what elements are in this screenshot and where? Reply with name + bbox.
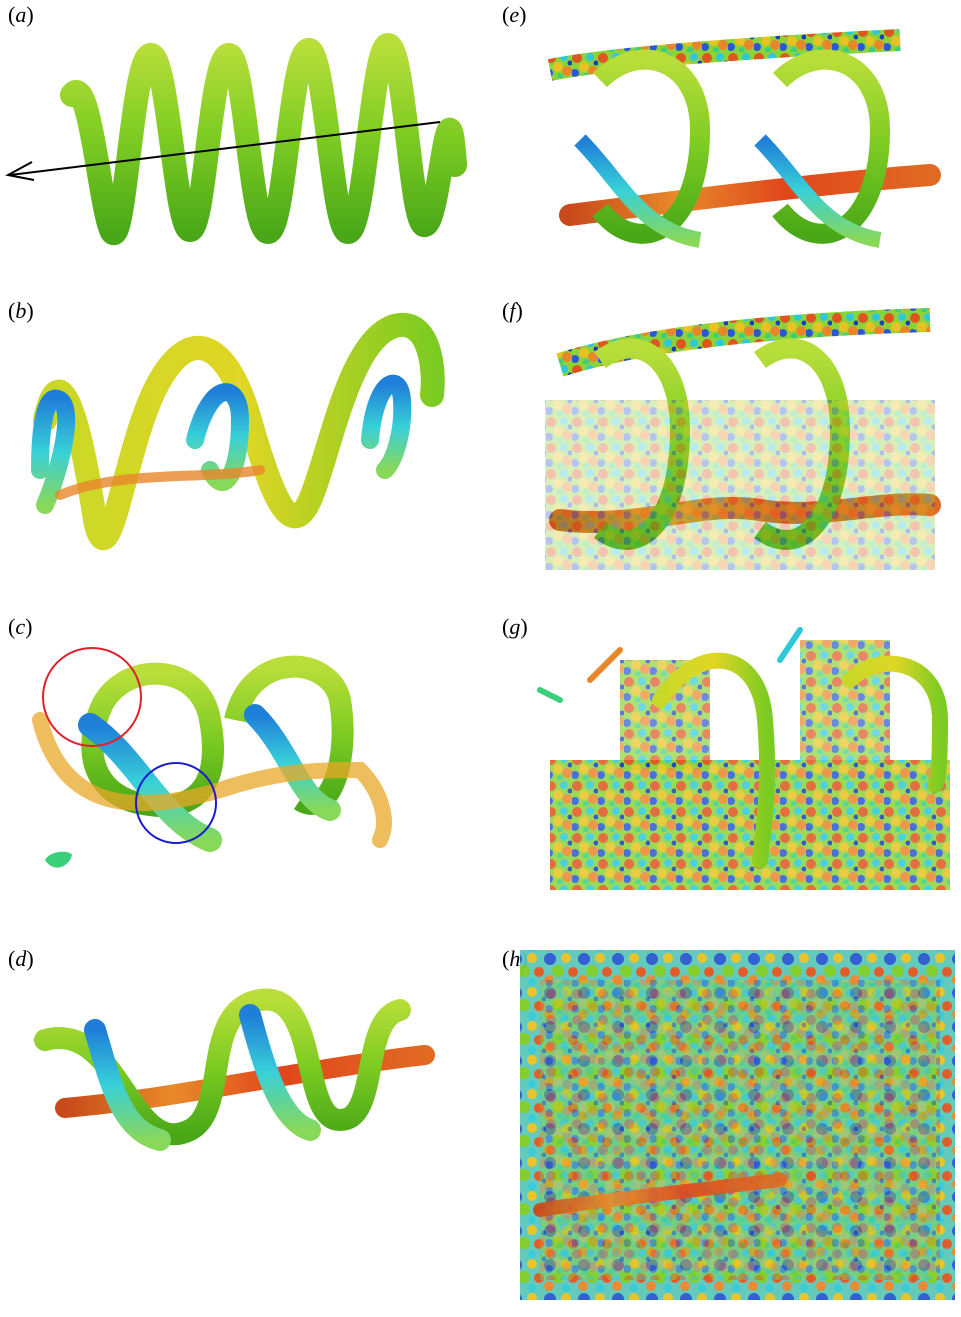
- secondary-vortex: [574, 134, 702, 248]
- panel-d-illustration: [34, 988, 435, 1151]
- secondary-vortex: [754, 134, 882, 248]
- fragment: [45, 851, 72, 868]
- turbulent-band: [556, 308, 931, 377]
- turbulent-cloud: [550, 760, 950, 890]
- secondary-vortex: [78, 713, 222, 852]
- arrow-head-icon: [5, 161, 35, 181]
- panel-f-illustration: [545, 308, 941, 570]
- secondary-vortex: [239, 1004, 321, 1141]
- red-circle-annotation: [42, 647, 142, 747]
- helix-loop: [592, 49, 711, 244]
- secondary-vortex: [361, 374, 412, 479]
- helix-tube: [34, 988, 411, 1146]
- turbulent-cloud: [545, 400, 935, 570]
- panel-a-illustration: [5, 32, 467, 246]
- helix-tube-primary: [33, 313, 445, 551]
- panel-label-g: (g): [502, 614, 528, 639]
- panel-b-illustration: [31, 313, 445, 551]
- panel-h-illustration: [520, 950, 955, 1300]
- turbulent-cloud: [540, 980, 940, 1280]
- fragment: [587, 647, 623, 683]
- central-core: [533, 1173, 787, 1217]
- core-segment: [55, 465, 265, 500]
- panel-label-e: (e): [502, 2, 527, 27]
- helix-loop: [772, 49, 891, 244]
- core-segment: [32, 712, 392, 848]
- panel-label-d: (d): [8, 946, 34, 971]
- panel-label-b: (b): [8, 298, 34, 323]
- helix-tube: [60, 32, 467, 246]
- panel-c-illustration: [32, 647, 392, 868]
- blue-circle-annotation: [135, 762, 217, 844]
- secondary-vortex: [186, 383, 250, 491]
- turbulent-cloud: [620, 660, 710, 770]
- panel-label-f: (f): [502, 298, 523, 323]
- secondary-vortex: [244, 704, 341, 821]
- panel-g-illustration: [537, 627, 950, 890]
- secondary-vortex: [31, 389, 76, 514]
- fragment: [537, 687, 563, 703]
- fragment: [777, 627, 803, 663]
- secondary-vortex: [84, 1019, 171, 1151]
- panel-label-c: (c): [8, 614, 33, 639]
- helix-tube: [652, 652, 776, 868]
- panel-e-illustration: [547, 29, 941, 248]
- helix-tube: [842, 655, 949, 793]
- axis-arrow-line: [9, 121, 441, 176]
- panel-label-a: (a): [8, 2, 34, 27]
